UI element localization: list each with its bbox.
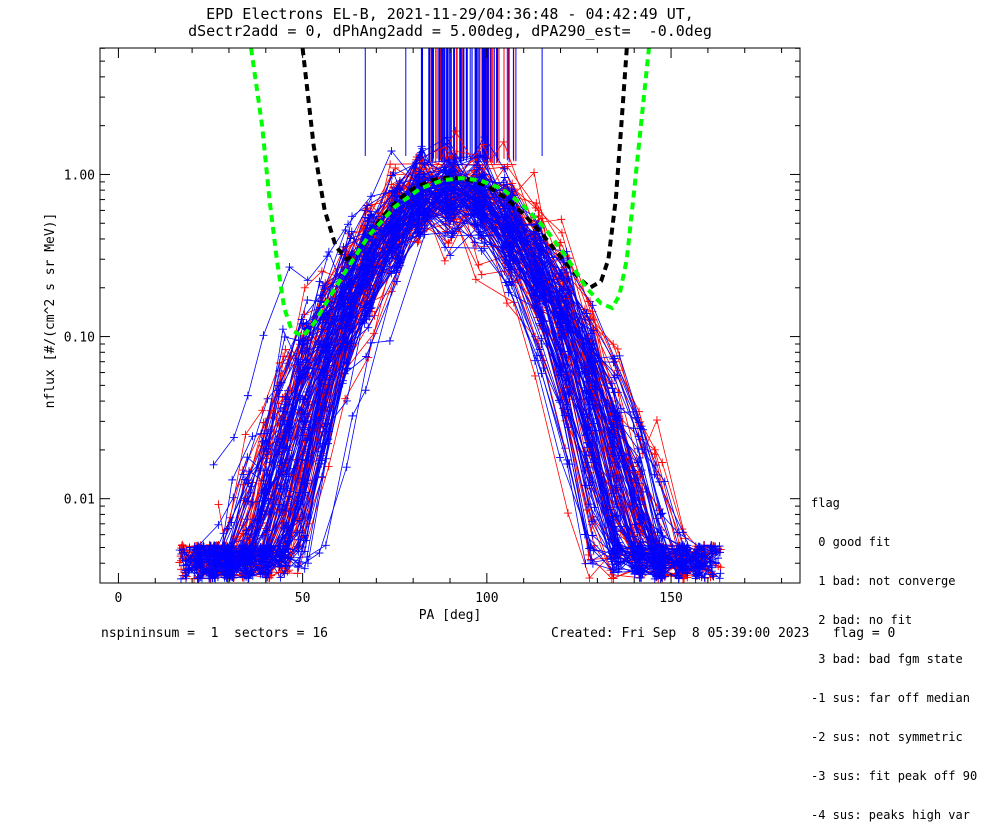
data-line bbox=[218, 150, 706, 570]
data-point bbox=[184, 202, 692, 580]
fit-curve-black bbox=[300, 48, 629, 291]
legend-title: flag bbox=[811, 496, 840, 510]
chart-plot: 0 50 100 150 0.01 0.10 1.00 PA [deg] nflux [#/(c… bbox=[43, 47, 801, 623]
y-tick-label: 1.00 bbox=[64, 168, 95, 183]
data-point bbox=[213, 183, 688, 582]
x-tick-label: 0 bbox=[115, 591, 123, 606]
legend-item: -2 sus: not symmetric bbox=[811, 730, 963, 744]
y-tick-label: 0.01 bbox=[64, 493, 95, 508]
data-line bbox=[224, 136, 712, 579]
legend-item: -1 sus: far off median bbox=[811, 691, 970, 705]
legend-item: -3 sus: fit peak off 90 bbox=[811, 769, 978, 783]
legend-item: 3 bad: bad fgm state bbox=[811, 652, 963, 666]
x-tick-label: 100 bbox=[475, 591, 498, 606]
data-line bbox=[196, 181, 679, 578]
data-line bbox=[218, 163, 657, 568]
data-line bbox=[228, 156, 717, 571]
data-line bbox=[201, 170, 720, 570]
chart-title-line-1: EPD Electrons EL-B, 2021-11-29/04:36:48 … bbox=[206, 5, 694, 23]
footer-created-info: Created: Fri Sep 8 05:39:00 2023 flag = … bbox=[551, 626, 896, 641]
x-tick-label: 150 bbox=[659, 591, 682, 606]
data-point bbox=[192, 178, 683, 581]
legend-item: -4 sus: peaks high var bbox=[811, 808, 970, 822]
chart-title-line-2: dSectr2add = 0, dPhAng2add = 5.00deg, dP… bbox=[188, 22, 712, 40]
fit-layer bbox=[249, 48, 651, 340]
data-point bbox=[225, 165, 666, 571]
data-line bbox=[194, 154, 679, 566]
data-layer bbox=[175, 48, 725, 583]
legend-item: 0 good fit bbox=[811, 535, 891, 549]
fit-curve-green bbox=[249, 48, 651, 340]
y-axis-label: nflux [#/(cm^2 s sr MeV)] bbox=[43, 213, 58, 409]
legend-item: 2 bad: no fit bbox=[811, 613, 913, 627]
data-line bbox=[230, 204, 719, 570]
x-tick-label: 50 bbox=[295, 591, 311, 606]
data-line bbox=[188, 197, 665, 571]
y-tick-label: 0.10 bbox=[64, 331, 95, 346]
flag-legend: flag 0 good fit 1 bad: not converge 2 ba… bbox=[811, 471, 977, 835]
x-axis-label: PA [deg] bbox=[419, 608, 482, 623]
axes-layer: 0 50 100 150 0.01 0.10 1.00 PA [deg] nflux [#/(c… bbox=[43, 47, 800, 623]
data-point bbox=[184, 193, 668, 575]
footer-sector-info: nspininsum = 1 sectors = 16 bbox=[101, 626, 328, 641]
legend-item: 1 bad: not converge bbox=[811, 574, 956, 588]
saturated-spikes-blue bbox=[420, 48, 517, 165]
data-line bbox=[198, 182, 684, 580]
